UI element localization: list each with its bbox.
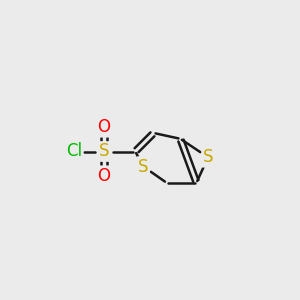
Text: O: O — [98, 118, 111, 136]
Text: Cl: Cl — [66, 142, 82, 160]
Text: S: S — [99, 142, 109, 160]
Text: S: S — [203, 148, 213, 166]
Text: O: O — [98, 167, 111, 185]
Text: S: S — [138, 158, 148, 175]
